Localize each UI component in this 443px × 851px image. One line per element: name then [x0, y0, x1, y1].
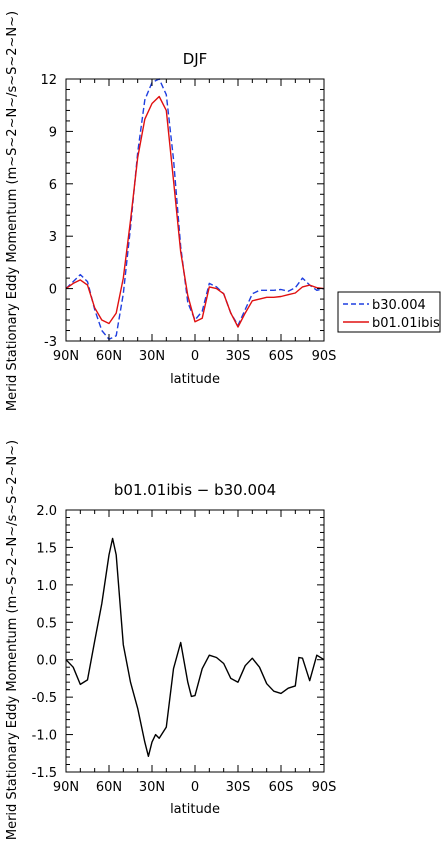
- panel1-series: [65, 78, 325, 340]
- panel2-ytick-label: 0.5: [36, 616, 57, 631]
- panel-difference: b01.01ibis − b30.004 90N 60N 30N 0 30S 60S 90S…: [5, 440, 336, 840]
- panel1-ytick-label: 6: [49, 178, 57, 193]
- panel2-xtick-label: 90S: [312, 780, 337, 795]
- panel1-xtick-label: 30S: [226, 349, 251, 364]
- panel2-ytick-label: 1.0: [36, 579, 57, 594]
- panel1-xtick-label: 90S: [312, 349, 337, 364]
- panel1-series-line-b01-01ibis: [65, 95, 325, 328]
- panel2-xtick-label: 60S: [269, 780, 294, 795]
- legend-label-b30-004: b30.004: [372, 298, 426, 313]
- panel2-title: b01.01ibis − b30.004: [114, 481, 276, 499]
- panel-djf: DJF 90N 60N 30N 0 30S 60S 90S -3 0 3 6 9 12 latitude…: [5, 11, 441, 411]
- panel2-ytick-label: -1.0: [32, 729, 57, 744]
- panel2-xtick-label: 60N: [96, 780, 122, 795]
- panel2-xtick-label: 30N: [139, 780, 165, 795]
- panel1-xtick-label: 30N: [139, 349, 165, 364]
- panel1-ytick-label: 12: [40, 73, 57, 88]
- panel1-ytick-label: 0: [49, 283, 57, 298]
- panel2-ytick-label: 0.0: [36, 654, 57, 669]
- legend-label-b01-01ibis: b01.01ibis: [372, 316, 440, 331]
- panel1-series-line-b30-004: [65, 78, 325, 340]
- panel2-ytick-label: -1.5: [32, 766, 57, 781]
- panel2-series-line-difference: [65, 537, 325, 757]
- panel2-xtick-label: 30S: [226, 780, 251, 795]
- panel1-xtick-label: 0: [191, 349, 199, 364]
- panel1-ytick-label: 3: [49, 230, 57, 245]
- panel2-ytick-label: -0.5: [32, 691, 57, 706]
- panel1-xtick-label: 60N: [96, 349, 122, 364]
- panel1-ytick-label: 9: [49, 125, 57, 140]
- panel2-xtick-label: 0: [191, 780, 199, 795]
- panel2-frame: [65, 509, 325, 773]
- panel1-xlabel: latitude: [170, 372, 220, 387]
- panel1-frame: [65, 78, 325, 342]
- panel2-ytick-label: 2.0: [36, 504, 57, 519]
- legend-box: [337, 291, 441, 333]
- panel2-ylabel: Merid Stationary Eddy Momentum (m~S~2~N~…: [5, 440, 20, 840]
- panel1-ytick-label: -3: [44, 335, 57, 350]
- panel1-legend: b30.004 b01.01ibis: [337, 291, 441, 333]
- panel2-ytick-label: 1.5: [36, 541, 57, 556]
- panel2-xtick-label: 90N: [53, 780, 79, 795]
- panel1-xtick-label: 90N: [53, 349, 79, 364]
- panel2-xlabel: latitude: [170, 802, 220, 817]
- panel1-ylabel: Merid Stationary Eddy Momentum (m~S~2~N~…: [5, 11, 20, 411]
- panel1-title: DJF: [183, 50, 208, 68]
- panel1-xtick-label: 60S: [269, 349, 294, 364]
- panel2-series: [65, 537, 325, 757]
